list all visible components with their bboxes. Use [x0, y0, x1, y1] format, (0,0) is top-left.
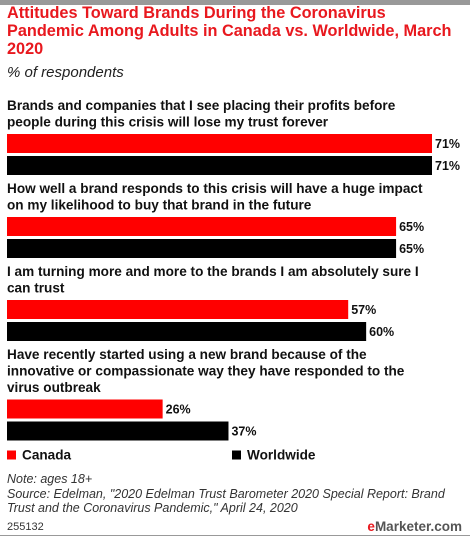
chart-id: 255132	[7, 521, 44, 533]
category-label: How well a brand responds to this crisis…	[7, 181, 423, 196]
chart-title: Attitudes Toward Brands During the Coron…	[7, 4, 452, 58]
legend-swatch-canada	[7, 450, 16, 460]
footer-note: Note: ages 18+	[7, 472, 93, 486]
category-label: can trust	[7, 281, 65, 296]
bar-canada	[7, 134, 432, 153]
category-label: Have recently started using a new brand …	[7, 347, 367, 362]
bar-worldwide	[7, 156, 432, 175]
data-label: 26%	[166, 403, 191, 417]
data-label: 60%	[369, 325, 394, 339]
bar-worldwide	[7, 322, 367, 341]
data-label: 71%	[435, 159, 460, 173]
category-label: Brands and companies that I see placing …	[7, 98, 396, 113]
data-label: 57%	[351, 303, 376, 317]
data-label: 65%	[399, 242, 424, 256]
category-label: I am turning more and more to the brands…	[7, 264, 419, 279]
bar-worldwide	[7, 421, 229, 441]
category-label: innovative or compassionate way they hav…	[7, 364, 405, 379]
legend-label: Canada	[22, 448, 72, 463]
footer-notes: Note: ages 18+ Source: Edelman, "2020 Ed…	[7, 472, 470, 516]
bottom-rule	[0, 535, 470, 536]
logo-name: Marketer	[374, 519, 431, 534]
logo-prefix: e	[367, 519, 375, 534]
footer-source: Source: Edelman, "2020 Edelman Trust Bar…	[7, 486, 445, 516]
category-label: virus outbreak	[7, 380, 101, 395]
bar-canada	[7, 217, 397, 236]
logo-suffix: .com	[430, 519, 462, 534]
data-label: 65%	[399, 220, 424, 234]
data-label: 71%	[435, 137, 460, 151]
category-label: people during this crisis will lose my t…	[7, 115, 329, 130]
bar-canada	[7, 300, 349, 319]
bar-worldwide	[7, 239, 397, 258]
legend-label: Worldwide	[247, 448, 316, 463]
legend-swatch-worldwide	[232, 450, 241, 460]
bar-canada	[7, 399, 163, 419]
data-label: 37%	[231, 425, 256, 439]
emarketer-logo: eMarketer.com	[367, 519, 462, 534]
bar-chart: Brands and companies that I see placing …	[7, 98, 460, 463]
chart-subtitle: % of respondents	[7, 64, 124, 81]
category-label: on my likelihood to buy that brand in th…	[7, 198, 312, 213]
top-rule	[0, 0, 470, 5]
